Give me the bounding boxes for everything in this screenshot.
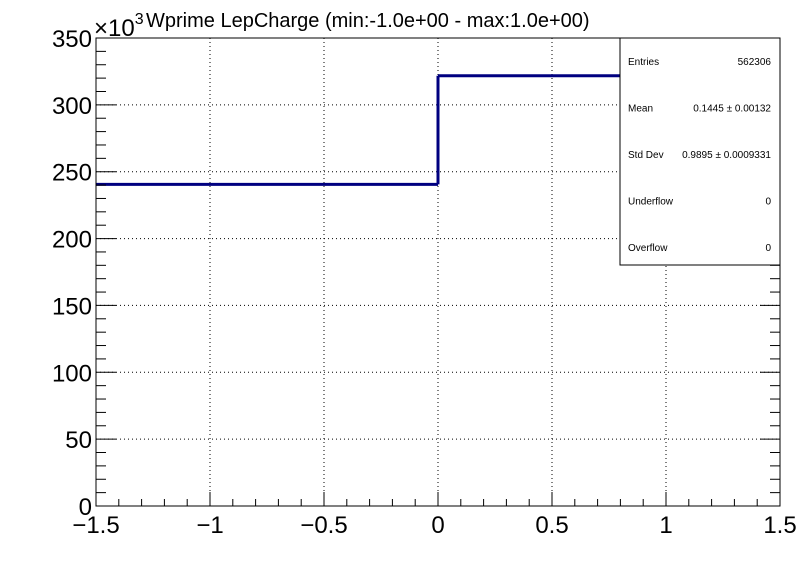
stats-box-frame [619,37,781,266]
stat-value: 562306 [738,57,772,68]
x-tick-label: 0 [431,512,444,539]
stat-label: Entries [628,57,659,68]
x-tick-label: −1.5 [72,512,119,539]
chart-title: Wprime LepCharge (min:-1.0e+00 - max:1.0… [146,10,590,32]
tick-labels: −1.5 −1 −0.5 0 0.5 1 1.5 0 50 100 150 200 250 300 350 [52,26,796,539]
x-tick-label: −0.5 [300,512,347,539]
y-tick-label: 100 [52,360,92,387]
x-tick-label: 1 [659,512,672,539]
x-tick-label: −1 [196,512,223,539]
y-multiplier-base: ×10 [94,15,135,42]
stat-label: Mean [628,104,653,115]
stat-value: 0.1445 ± 0.00132 [693,104,771,115]
y-tick-label: 50 [65,427,92,454]
stat-value: 0 [765,197,771,208]
x-tick-label: 0.5 [535,512,568,539]
stat-value: 0 [765,243,771,254]
stat-value: 0.9895 ± 0.0009331 [682,150,771,161]
y-multiplier-exponent: 3 [135,11,144,28]
stat-label: Overflow [628,243,668,254]
statistics-box: Entries 562306 Mean 0.1445 ± 0.00132 Std Dev… [619,37,781,266]
y-axis-multiplier: ×103 [94,11,144,42]
y-tick-label: 250 [52,160,92,187]
stat-label: Underflow [628,197,674,208]
x-tick-label: 1.5 [763,512,796,539]
y-tick-label: 350 [52,26,92,53]
y-tick-label: 150 [52,293,92,320]
y-tick-label: 300 [52,93,92,120]
stat-label: Std Dev [628,150,664,161]
y-tick-label: 0 [79,494,92,521]
y-tick-label: 200 [52,227,92,254]
